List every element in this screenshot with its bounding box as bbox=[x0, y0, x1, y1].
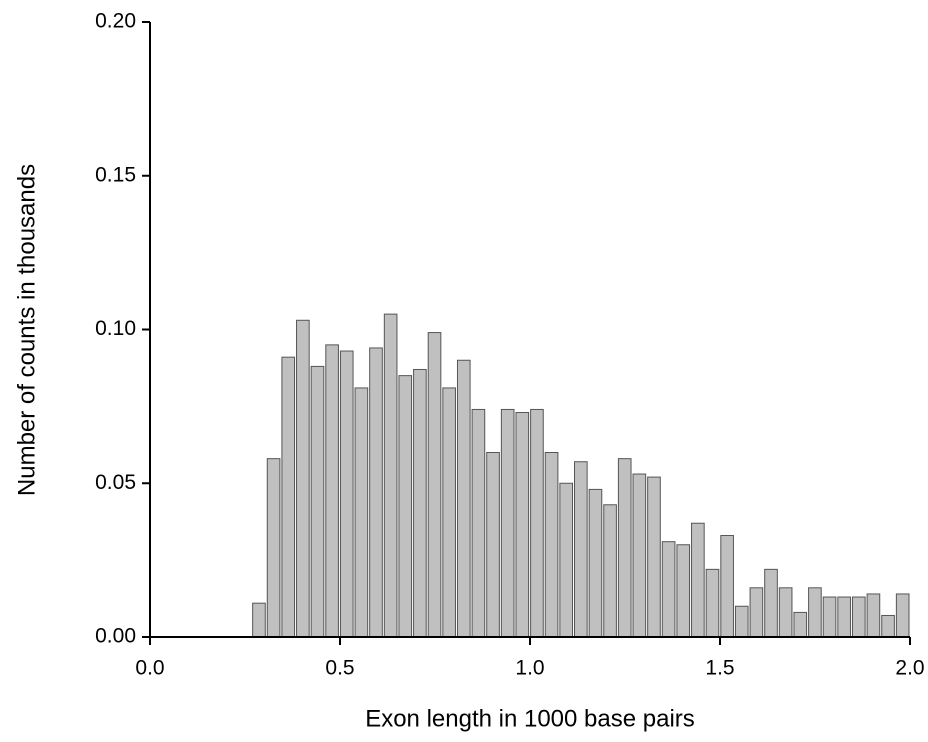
bar bbox=[720, 535, 734, 638]
bar bbox=[676, 544, 691, 638]
x-tick-label: 1.0 bbox=[515, 657, 544, 680]
bar bbox=[559, 482, 574, 638]
bar bbox=[632, 473, 647, 638]
y-tick-label: 0.10 bbox=[95, 317, 136, 340]
bar bbox=[266, 458, 281, 638]
bar bbox=[851, 596, 866, 638]
y-tick-label: 0.15 bbox=[95, 163, 136, 186]
y-tick-label: 0.05 bbox=[95, 471, 136, 494]
bar bbox=[486, 452, 500, 638]
x-tick-label: 0.5 bbox=[325, 657, 354, 680]
bar bbox=[603, 504, 617, 638]
bar bbox=[866, 593, 881, 638]
bar bbox=[588, 488, 603, 638]
bar bbox=[296, 319, 310, 638]
bar bbox=[837, 596, 851, 638]
bar bbox=[515, 412, 530, 638]
bar bbox=[442, 387, 456, 638]
bar bbox=[456, 359, 471, 638]
y-tick-label: 0.00 bbox=[95, 625, 136, 648]
x-tick-label: 0.0 bbox=[135, 657, 164, 680]
bar bbox=[705, 568, 720, 638]
y-tick-label: 0.20 bbox=[95, 10, 136, 33]
bar bbox=[310, 365, 325, 638]
bar bbox=[500, 408, 515, 638]
bar bbox=[383, 313, 398, 638]
bar bbox=[281, 356, 296, 638]
bar bbox=[793, 611, 808, 638]
bar bbox=[252, 602, 266, 638]
x-tick-label: 2.0 bbox=[895, 657, 924, 680]
bar bbox=[413, 368, 427, 638]
bar bbox=[427, 332, 442, 638]
bar bbox=[617, 458, 632, 638]
bar bbox=[544, 452, 559, 638]
x-tick-label: 1.5 bbox=[705, 657, 734, 680]
bar bbox=[808, 587, 822, 638]
bar bbox=[661, 541, 676, 638]
bar bbox=[574, 461, 588, 638]
bar bbox=[734, 605, 749, 638]
bar bbox=[325, 344, 339, 638]
bar bbox=[471, 408, 486, 638]
bar bbox=[398, 375, 413, 638]
bar bbox=[369, 347, 383, 638]
bar bbox=[530, 408, 544, 638]
bar bbox=[895, 593, 910, 638]
bar bbox=[339, 350, 354, 638]
bar bbox=[822, 596, 837, 638]
bar bbox=[691, 522, 705, 638]
bar bbox=[647, 476, 661, 638]
y-axis-title: Number of counts in thousands bbox=[13, 164, 40, 496]
bar bbox=[778, 587, 793, 638]
bar bbox=[764, 568, 778, 638]
x-axis-title: Exon length in 1000 base pairs bbox=[365, 705, 695, 732]
bar bbox=[354, 387, 369, 638]
bar bbox=[881, 614, 895, 638]
bar bbox=[749, 587, 764, 638]
